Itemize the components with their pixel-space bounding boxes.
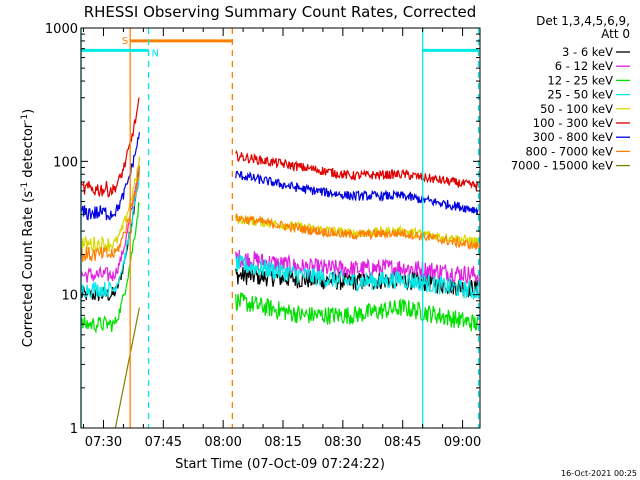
legend-header-1: Det 1,3,4,5,6,9,: [536, 14, 630, 28]
legend-label: 7000 - 15000 keV: [511, 159, 613, 173]
legend-label: 100 - 300 keV: [533, 116, 613, 130]
series-300-800-keV-post: [235, 170, 479, 215]
series-7000-15000-keV: [114, 307, 140, 429]
y-tick-label: 100: [53, 155, 78, 170]
x-tick-label: 08:30: [324, 435, 361, 450]
y-tick-label: 1000: [45, 22, 78, 37]
x-tick-label: 08:15: [264, 435, 301, 450]
legend-label: 3 - 6 keV: [562, 45, 613, 59]
series-50-100-keV-post: [235, 214, 480, 247]
series-800-7000-keV: [80, 165, 480, 263]
y-tick-label: 10: [61, 289, 78, 304]
legend-header-2: Att 0: [601, 27, 630, 41]
series-100-300-keV-post: [235, 149, 480, 191]
series-12-25-keV-post: [235, 292, 480, 332]
night-label: N: [152, 48, 159, 59]
x-tick-label: 07:45: [145, 435, 182, 450]
legend-label: 12 - 25 keV: [547, 73, 613, 87]
legend-label: 800 - 7000 keV: [525, 144, 613, 158]
night-interval: N: [80, 28, 159, 428]
chart-title: RHESSI Observing Summary Count Rates, Co…: [84, 3, 477, 21]
timestamp: 16-Oct-2021 00:25: [561, 469, 637, 478]
x-tick-label: 08:00: [204, 435, 241, 450]
plot-frame: [80, 27, 481, 429]
legend-label: 300 - 800 keV: [533, 130, 613, 144]
series-7000-15000-keV-pre: [114, 307, 140, 429]
x-tick-label: 08:45: [384, 435, 421, 450]
legend-label: 25 - 50 keV: [547, 88, 613, 102]
legend-label: 50 - 100 keV: [540, 102, 613, 116]
night-interval: [422, 28, 480, 428]
y-axis-label: Corrected Count Rate (s-1 detector-1): [20, 109, 36, 347]
saa-label: S: [122, 36, 128, 47]
x-tick-label: 09:00: [444, 435, 481, 450]
series-25-50-keV-post: [235, 254, 480, 300]
x-axis-label: Start Time (07-Oct-09 07:24:22): [175, 457, 385, 472]
series-800-7000-keV-post: [235, 213, 480, 250]
series-6-12-keV-post: [235, 249, 480, 285]
y-tick-label: 1: [70, 422, 78, 437]
legend-label: 6 - 12 keV: [555, 59, 613, 73]
series-100-300-keV: [80, 97, 480, 198]
svg-text:Corrected Count Rate (s-1 dete: Corrected Count Rate (s-1 detector-1): [20, 109, 36, 347]
x-tick-label: 07:30: [85, 435, 122, 450]
